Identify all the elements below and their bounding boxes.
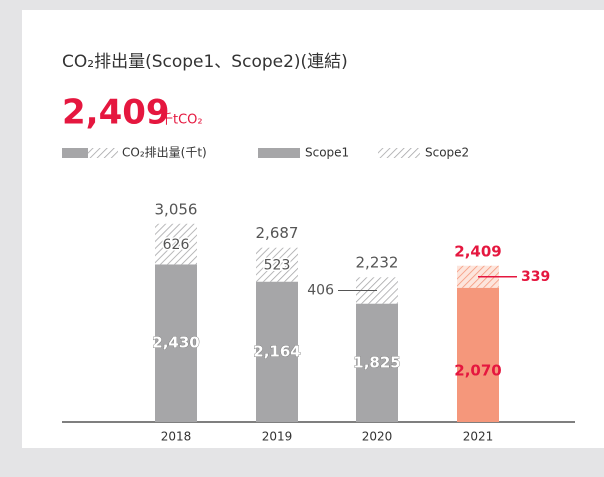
x-tick-label: 2020: [362, 430, 393, 444]
bar-segment: [256, 247, 298, 282]
headline: 2,409: [62, 93, 170, 133]
bar-segment: [155, 223, 197, 265]
value-label: 2,164: [253, 342, 300, 360]
legend-swatch: [88, 148, 118, 158]
legend-label: Scope1: [305, 146, 349, 160]
bar-segment: [155, 264, 197, 422]
legend-swatch: [258, 148, 300, 158]
legend-label: CO₂排出量(千t): [122, 146, 207, 160]
x-tick-label: 2019: [262, 430, 293, 444]
value-label: 339: [521, 269, 550, 285]
x-tick-label: 2021: [463, 430, 494, 444]
value-label: 2,430: [152, 334, 199, 352]
legend-swatch: [62, 148, 88, 158]
value-label: 2,070: [454, 361, 501, 379]
total-label: 3,056: [155, 200, 198, 218]
total-label: 2,409: [454, 242, 501, 260]
bar-segment: [256, 281, 298, 422]
bar-segment: [457, 287, 499, 422]
headline-unit: 千tCO₂: [160, 113, 203, 128]
value-label: 523: [264, 258, 291, 274]
value-label: 626: [163, 237, 190, 253]
legend-swatch: [378, 148, 420, 158]
value-label: 1,825: [353, 353, 400, 371]
total-label: 2,687: [256, 224, 299, 242]
legend-label: Scope2: [425, 146, 469, 160]
value-label: 406: [307, 282, 334, 298]
chart-title: CO₂排出量(Scope1、Scope2)(連結): [62, 52, 348, 72]
card: [22, 10, 604, 448]
x-tick-label: 2018: [161, 430, 192, 444]
total-label: 2,232: [356, 254, 399, 272]
bar-segment: [356, 303, 398, 422]
